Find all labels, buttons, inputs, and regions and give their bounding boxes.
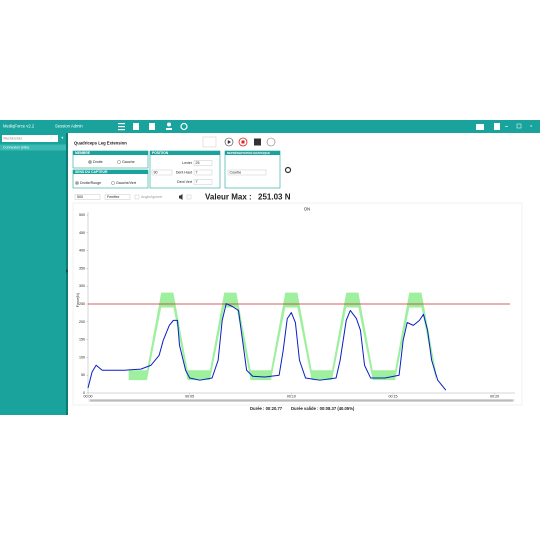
splitter-arrow xyxy=(66,269,68,273)
mode-select[interactable] xyxy=(104,194,131,200)
field-value: Courbe xyxy=(230,170,242,174)
x-tick-label: 00:20 xyxy=(490,394,499,398)
y-axis-label: Force(N) xyxy=(76,293,80,307)
panel-title: REPRÉSENTATION GRAPHIQUE xyxy=(227,150,270,155)
plot: 0 50 100 150 200 250 300 350 400 450 500 00:00 00:05… xyxy=(79,212,515,398)
x-tick-label: 00:15 xyxy=(389,394,398,398)
force-line xyxy=(87,303,447,391)
save-button[interactable] xyxy=(254,138,261,146)
sidebar xyxy=(0,133,66,415)
field-value: 7 xyxy=(196,180,198,184)
valid-duration: Durée valide : 00:08.37 (40.05%) xyxy=(291,406,355,411)
close-button[interactable] xyxy=(266,137,276,147)
y-tick-label: 50 xyxy=(81,373,85,377)
dent-vert-input[interactable] xyxy=(193,179,213,185)
chart-title: ON xyxy=(304,207,310,212)
representation-select[interactable] xyxy=(227,169,267,176)
app-title: MediqForce v2.2 xyxy=(3,124,35,129)
scrollbar-thumb[interactable] xyxy=(90,399,513,402)
mode-value: Fenêtre xyxy=(107,195,119,199)
field-value: 7 xyxy=(196,170,198,174)
sidebar-item[interactable] xyxy=(0,144,66,151)
settings-icon[interactable] xyxy=(284,166,292,174)
window-controls[interactable]: × xyxy=(476,123,533,130)
duration: Durée : 00:20.77 xyxy=(250,406,283,411)
y-tick-label: 150 xyxy=(79,338,85,342)
checkbox-label: Angle/Ignorer xyxy=(141,195,163,199)
filter-value: 500 xyxy=(77,195,83,199)
y-tick-label: 400 xyxy=(79,249,85,253)
target-band xyxy=(128,292,436,381)
field-value: 25 xyxy=(196,161,200,165)
panel-title: SENS DU CAPTEUR xyxy=(75,170,108,174)
search-box[interactable] xyxy=(2,135,58,142)
panel-title: POSITION xyxy=(152,151,169,155)
panel-representation xyxy=(224,150,281,189)
angle-select[interactable] xyxy=(151,169,173,176)
x-tick-label: 00:10 xyxy=(287,394,296,398)
radio-label: Droite xyxy=(93,160,103,164)
field-label: Dent Vert xyxy=(177,180,192,184)
max-label: Valeur Max : xyxy=(205,193,252,202)
field-label: Dent Haut xyxy=(176,170,192,174)
radio-label: Gauche xyxy=(122,160,135,164)
checkbox[interactable] xyxy=(134,194,140,200)
sensor-button[interactable] xyxy=(202,136,217,148)
y-tick-label: 200 xyxy=(79,320,85,324)
x-tick-label: 00:00 xyxy=(84,394,93,398)
panel-title: MEMBRE xyxy=(75,151,91,155)
max-value: 251.03 N xyxy=(258,193,291,202)
checkbox[interactable] xyxy=(186,194,192,200)
y-tick-label: 100 xyxy=(79,355,85,359)
radio-label: Droite/Rouge xyxy=(80,181,101,185)
search-placeholder: Rechercher xyxy=(4,137,23,141)
x-tick-label: 00:05 xyxy=(185,394,194,398)
radio-label: Gauche/Vert xyxy=(116,181,136,185)
sidebar-item-label: Connexion (Idle) xyxy=(3,146,29,150)
filter-select[interactable] xyxy=(74,194,101,200)
dent-haut-input[interactable] xyxy=(193,169,213,176)
close-glyph[interactable]: × xyxy=(530,124,533,129)
y-tick-label: 300 xyxy=(79,284,85,288)
field-value: 90 xyxy=(154,170,158,174)
y-tick-label: 350 xyxy=(79,266,85,270)
radio[interactable] xyxy=(111,181,115,185)
field-label: Levier xyxy=(182,161,193,165)
y-tick-label: 0 xyxy=(83,391,85,395)
levier-input[interactable] xyxy=(193,160,213,166)
y-tick-label: 450 xyxy=(79,231,85,235)
radio[interactable] xyxy=(117,160,121,164)
add-button[interactable]: + xyxy=(61,136,64,141)
splitter[interactable] xyxy=(66,133,68,415)
sound-icon[interactable] xyxy=(179,194,183,200)
toolbar-icons[interactable] xyxy=(118,122,188,131)
y-tick-label: 500 xyxy=(79,213,85,217)
session: Session Admin xyxy=(55,124,83,129)
y-tick-label: 250 xyxy=(79,302,85,306)
exercise-title: Quadriceps Leg Extension xyxy=(74,141,127,146)
